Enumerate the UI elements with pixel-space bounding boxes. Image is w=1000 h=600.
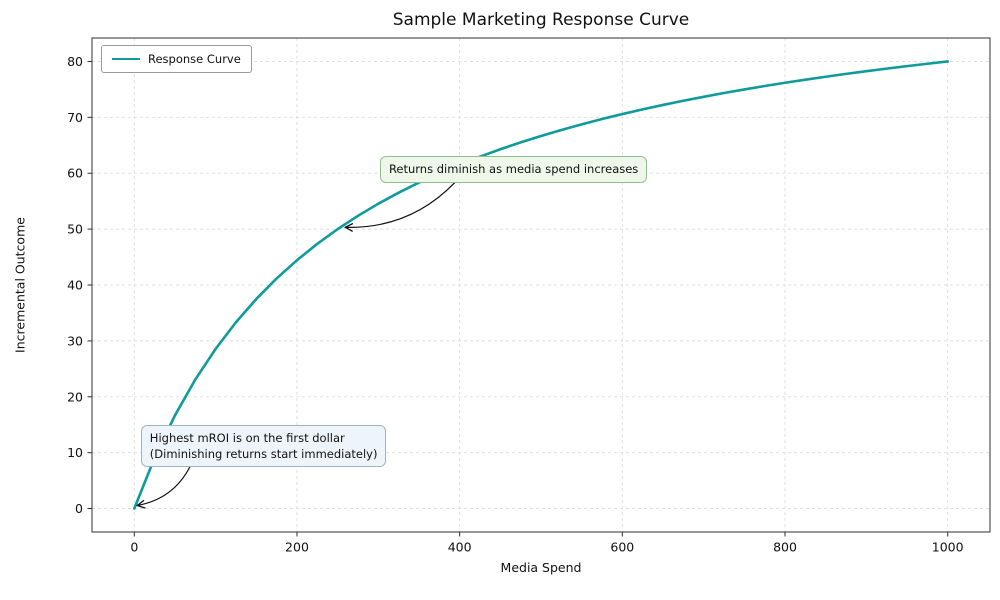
x-tick-label: 0 bbox=[130, 540, 138, 555]
y-tick-label: 40 bbox=[67, 278, 83, 293]
y-tick-label: 20 bbox=[67, 389, 83, 404]
chart-title: Sample Marketing Response Curve bbox=[392, 10, 690, 30]
y-tick-label: 30 bbox=[67, 333, 83, 348]
y-tick-label: 60 bbox=[67, 166, 83, 181]
x-axis-label: Media Spend bbox=[500, 560, 582, 575]
annotation-diminishing-returns: Returns diminish as media spend increase… bbox=[379, 156, 648, 183]
x-tick-label: 200 bbox=[285, 540, 309, 555]
annotation-arrow bbox=[343, 182, 456, 233]
x-tick-label: 600 bbox=[610, 540, 634, 555]
annotation-highest-mroi-line-1: Highest mROI is on the first dollar bbox=[149, 430, 345, 445]
y-tick-label: 50 bbox=[67, 222, 83, 237]
annotation-diminishing-returns-text: Returns diminish as media spend increase… bbox=[388, 162, 639, 177]
y-tick-label: 10 bbox=[67, 445, 83, 460]
annotation-highest-mroi: Highest mROI is on the first dollar (Dim… bbox=[140, 424, 387, 467]
y-axis-label: Incremental Outcome bbox=[12, 217, 28, 353]
legend: Response Curve bbox=[101, 45, 252, 73]
legend-line-sample bbox=[112, 58, 140, 60]
response-curve-path bbox=[133, 60, 949, 510]
y-tick-label: 0 bbox=[75, 501, 83, 516]
x-tick-label: 1000 bbox=[932, 540, 964, 555]
y-tick-label: 70 bbox=[67, 110, 83, 125]
x-tick-label: 400 bbox=[448, 540, 472, 555]
legend-label: Response Curve bbox=[148, 52, 241, 66]
y-tick-label: 80 bbox=[67, 54, 83, 69]
x-tick-label: 800 bbox=[773, 540, 797, 555]
annotation-highest-mroi-line-2: (Diminishing returns start immediately) bbox=[149, 446, 378, 461]
annotation-arrow bbox=[135, 466, 191, 509]
